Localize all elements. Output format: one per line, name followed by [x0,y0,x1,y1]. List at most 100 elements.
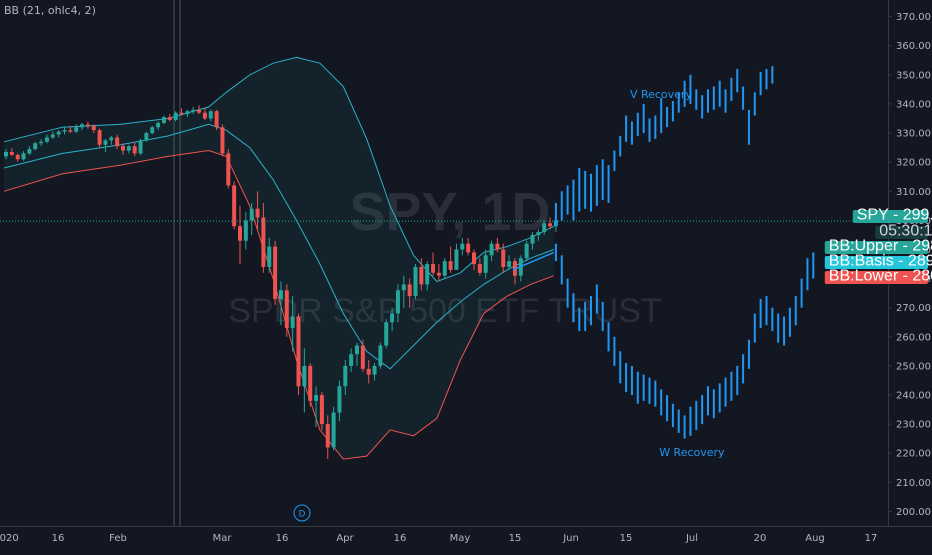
candle-body [548,223,553,227]
candle-body [442,261,447,276]
y-tick-label: 320.00 [896,158,931,169]
candle-body [273,246,278,299]
y-tick-label: 310.00 [896,187,931,198]
candle-body [15,154,20,160]
annotation-layer: V Recovery W Recovery D [293,88,725,522]
watermark-symbol: SPY, 1D [349,182,550,242]
y-tick-label: 330.00 [896,129,931,140]
x-tick-label: 15 [620,533,633,544]
candle-body [308,365,313,401]
candle-body [419,266,424,285]
candle-body [472,252,476,265]
candle-body [331,412,336,448]
candle-body [226,153,231,186]
x-tick-label: Feb [109,533,127,544]
x-tick-label: Mar [213,533,233,544]
candle-body [296,316,301,387]
candle-body [384,322,389,346]
candle-body [401,284,406,291]
candle-body [9,151,14,155]
candle-body [360,345,365,369]
candle-body [530,234,535,244]
candle-body [232,185,237,227]
price-tag-bg [875,226,928,239]
trend-line [512,251,555,271]
y-tick-label: 200.00 [896,507,931,518]
y-tick-label: 240.00 [896,391,931,402]
candle-body [220,127,225,154]
candle-body [33,143,38,150]
candle-body [27,149,32,154]
candle-body [243,220,248,241]
indicator-label[interactable]: BB (21, ohlc4, 2) [4,4,96,17]
candle-body [50,134,55,138]
grid-layer [173,0,181,526]
x-tick-label: 17 [865,533,878,544]
candle-body [524,243,529,259]
candle-body [314,395,319,401]
bollinger-lower-line [3,149,555,460]
watermark: SPY, 1D SPDR S&P 500 ETF TRUST [228,182,661,330]
candle-body [167,117,172,120]
candle-body [366,368,371,375]
candle-body [126,146,131,151]
candle-body [74,127,79,132]
x-tick-label: 16 [394,533,407,544]
x-tick-label: Jul [685,533,698,544]
bollinger-fill [4,57,554,460]
price-tag-bg [824,256,928,269]
event-marker-circle [293,504,311,522]
price-tag-label: BB:Upper - 298.70 [829,238,932,255]
y-tick-label: 350.00 [896,70,931,81]
y-tick-label: 230.00 [896,420,931,431]
candle-body [536,232,541,235]
price-tags: SPY - 299.7305:30:12BB:Upper - 298.70 BB:… [824,207,932,285]
candle-body [483,255,488,273]
candle-body [436,272,441,276]
projection-layer [512,66,815,439]
price-tag-label: 05:30:12 [879,223,932,240]
candle-body [197,109,202,113]
candles-layer [4,105,558,460]
candle-body [115,137,120,147]
x-tick-label: May [450,533,471,544]
bollinger-basis-line [3,123,555,370]
w-recovery-label: W Recovery [659,446,725,459]
price-tag-label: BB:Lower - 280.77 [829,268,932,285]
candle-body [407,284,412,297]
candle-body [501,249,506,267]
event-marker-label: D [299,509,306,519]
candle-body [85,124,90,126]
candle-body [208,111,213,119]
candle-body [4,151,8,157]
candle-body [80,124,85,128]
y-tick-label: 220.00 [896,449,931,460]
x-tick-label: 16 [52,533,65,544]
candle-body [161,117,166,123]
candle-body [97,130,102,145]
candle-body [144,133,149,141]
candle-body [431,264,436,273]
candle-body [378,345,383,366]
x-tick-label: Aug [805,533,825,544]
candle-body [395,290,400,314]
candle-body [62,130,67,132]
candle-body [121,146,125,151]
candle-body [238,226,242,241]
price-tag-label: SPY - 299.73 [857,207,932,224]
candle-body [325,424,330,448]
candle-body [349,354,354,366]
candle-body [261,217,266,267]
candle-body [319,395,324,425]
v-recovery-label: V Recovery [630,88,693,101]
candle-body [132,146,137,154]
candle-body [202,112,207,119]
candle-body [214,111,219,128]
candle-body [138,140,143,154]
candle-body [413,266,418,297]
candle-body [56,131,61,135]
candle-body [507,261,512,267]
